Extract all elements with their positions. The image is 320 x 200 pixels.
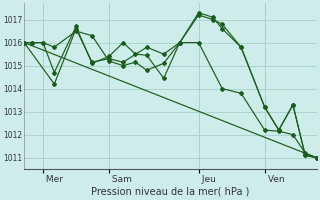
X-axis label: Pression niveau de la mer( hPa ): Pression niveau de la mer( hPa ): [91, 187, 250, 197]
